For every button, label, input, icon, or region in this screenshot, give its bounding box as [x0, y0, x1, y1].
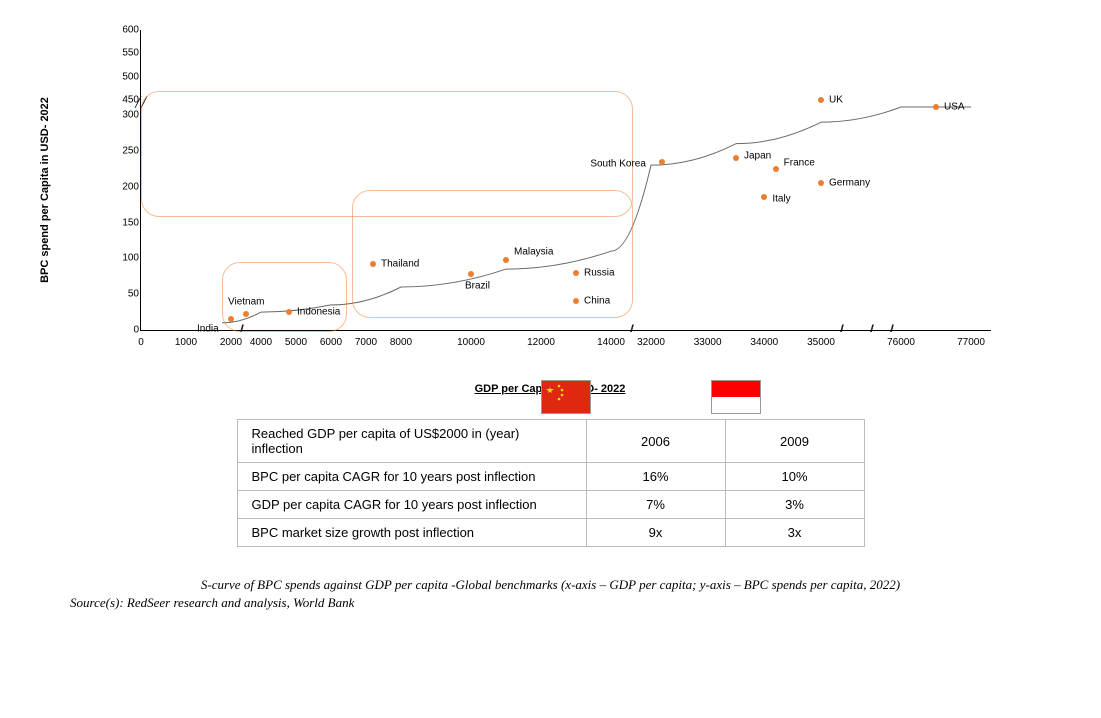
data-point: [573, 298, 579, 304]
data-point: [818, 180, 824, 186]
source-line: Source(s): RedSeer research and analysis…: [20, 595, 1081, 611]
chart-caption: S-curve of BPC spends against GDP per ca…: [20, 577, 1081, 593]
y-tick: 0: [111, 325, 139, 336]
x-axis-break-icon: //: [630, 324, 632, 335]
x-tick: 8000: [390, 337, 412, 348]
indonesia-value: 2009: [725, 420, 864, 463]
y-tick: 300: [111, 110, 139, 121]
x-tick: 34000: [750, 337, 778, 348]
indonesia-value: 10%: [725, 463, 864, 491]
row-label: BPC market size growth post inflection: [237, 519, 586, 547]
x-tick: 33000: [694, 337, 722, 348]
indonesia-value: 3x: [725, 519, 864, 547]
data-point-label: Russia: [584, 267, 615, 278]
flag-china: [541, 380, 591, 414]
x-axis-break-icon: //: [840, 324, 842, 335]
y-tick: 550: [111, 48, 139, 59]
china-flag-svg: [542, 381, 590, 413]
china-value: 9x: [586, 519, 725, 547]
china-value: 16%: [586, 463, 725, 491]
y-tick: 100: [111, 253, 139, 264]
comparison-table: Reached GDP per capita of US$2000 in (ye…: [237, 419, 865, 547]
data-point-label: Brazil: [465, 281, 490, 292]
cluster-box: [141, 91, 633, 218]
data-point-label: USA: [944, 102, 965, 113]
x-axis-break-icon: //: [890, 324, 892, 335]
y-axis-label: BPC spend per Capita in USD- 2022: [39, 97, 51, 283]
data-point-label: Italy: [772, 194, 790, 205]
scatter-chart: BPC spend per Capita in USD- 2022 050100…: [100, 20, 1000, 360]
data-point-label: Malaysia: [514, 246, 553, 257]
x-tick: 1000: [175, 337, 197, 348]
table-row: BPC per capita CAGR for 10 years post in…: [237, 463, 864, 491]
data-point: [761, 194, 767, 200]
data-point-label: Vietnam: [228, 297, 265, 308]
data-point-label: Germany: [829, 178, 870, 189]
china-value: 2006: [586, 420, 725, 463]
data-point: [503, 257, 509, 263]
y-tick: 150: [111, 217, 139, 228]
x-tick: 7000: [355, 337, 377, 348]
flags-row: [20, 380, 1081, 414]
x-tick: 76000: [887, 337, 915, 348]
row-label: Reached GDP per capita of US$2000 in (ye…: [237, 420, 586, 463]
x-tick: 0: [138, 337, 144, 348]
data-point: [773, 166, 779, 172]
data-point-label: Japan: [744, 151, 771, 162]
indonesia-value: 3%: [725, 491, 864, 519]
china-value: 7%: [586, 491, 725, 519]
indonesia-flag-bottom: [712, 397, 760, 413]
indonesia-flag-top: [712, 381, 760, 397]
row-label: BPC per capita CAGR for 10 years post in…: [237, 463, 586, 491]
y-tick: 500: [111, 71, 139, 82]
data-point-label: China: [584, 296, 610, 307]
data-point-label: France: [784, 157, 815, 168]
data-point-label: Thailand: [381, 259, 419, 270]
x-tick: 35000: [807, 337, 835, 348]
table-row: Reached GDP per capita of US$2000 in (ye…: [237, 420, 864, 463]
data-point-label: South Korea: [590, 158, 646, 169]
data-point-label: India: [197, 324, 219, 335]
data-point: [573, 270, 579, 276]
y-tick: 250: [111, 145, 139, 156]
x-tick: 4000: [250, 337, 272, 348]
y-tick: 50: [111, 289, 139, 300]
plot-area: 050100150200250300450500550600╱╱01000200…: [140, 30, 991, 331]
data-point: [733, 155, 739, 161]
x-axis-break-icon: //: [870, 324, 872, 335]
data-point: [370, 261, 376, 267]
data-point-label: UK: [829, 95, 843, 106]
x-tick: 10000: [457, 337, 485, 348]
flag-indonesia: [711, 380, 761, 414]
data-point: [228, 316, 234, 322]
data-point-label: Indonesia: [297, 307, 340, 318]
y-tick: 600: [111, 25, 139, 36]
x-tick: 5000: [285, 337, 307, 348]
x-tick: 2000: [220, 337, 242, 348]
x-tick: 14000: [597, 337, 625, 348]
data-point: [286, 309, 292, 315]
x-tick: 32000: [637, 337, 665, 348]
y-tick: 200: [111, 181, 139, 192]
data-point: [818, 97, 824, 103]
data-point: [243, 311, 249, 317]
table-row: BPC market size growth post inflection9x…: [237, 519, 864, 547]
x-tick: 6000: [320, 337, 342, 348]
table-row: GDP per capita CAGR for 10 years post in…: [237, 491, 864, 519]
data-point: [659, 159, 665, 165]
x-tick: 12000: [527, 337, 555, 348]
x-tick: 77000: [957, 337, 985, 348]
data-point: [933, 104, 939, 110]
row-label: GDP per capita CAGR for 10 years post in…: [237, 491, 586, 519]
data-point: [468, 271, 474, 277]
